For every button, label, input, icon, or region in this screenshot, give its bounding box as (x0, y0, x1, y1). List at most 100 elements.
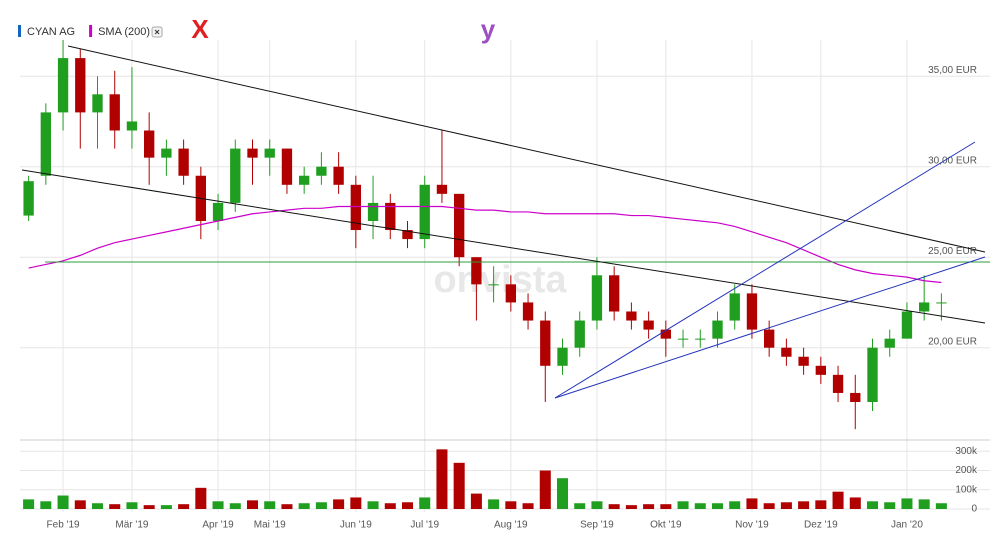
candle-body (230, 148, 241, 203)
x-tick-label: Apr '19 (202, 520, 234, 531)
legend-swatch (89, 25, 93, 37)
volume-bar (143, 505, 155, 509)
candle-body (609, 275, 620, 312)
volume-bar (780, 502, 792, 509)
x-tick-label: Aug '19 (494, 520, 528, 531)
trend-line (21, 169, 986, 324)
volume-bar (436, 449, 448, 509)
volume-bar (109, 504, 121, 509)
candle-body (505, 284, 516, 303)
volume-bar (660, 504, 672, 509)
candle-body (385, 202, 396, 231)
x-tick-label: Dez '19 (804, 520, 838, 531)
candle-body (695, 338, 706, 340)
volume-bar (866, 501, 879, 509)
volume-bar (264, 501, 276, 509)
candle-body (677, 338, 689, 340)
x-tick-label: Mär '19 (115, 520, 148, 531)
volume-bar (505, 501, 517, 509)
candle-body (522, 302, 534, 321)
volume-bar (40, 501, 52, 509)
volume-bar (935, 503, 947, 509)
volume-bar (522, 503, 534, 509)
trend-line (554, 141, 976, 399)
volume-bar (298, 503, 310, 509)
y-tick-label: 25,00 EUR (928, 246, 977, 257)
volume-bar (333, 499, 345, 509)
candle-body (729, 293, 740, 321)
volume-bar (281, 504, 293, 509)
volume-bar (746, 498, 758, 509)
candle-body (815, 365, 826, 375)
candle-body (75, 58, 86, 113)
volume-bar (832, 491, 844, 509)
y-tick-label: 35,00 EUR (928, 65, 977, 76)
x-tick-label: Nov '19 (735, 520, 769, 531)
candle-body (247, 148, 258, 158)
candle-body (643, 320, 654, 330)
volume-bar (419, 497, 431, 509)
x-tick-label: Okt '19 (650, 520, 682, 531)
watermark: onvista (433, 259, 567, 301)
candle-body (161, 148, 172, 158)
volume-bar (763, 503, 775, 509)
candle-body (471, 257, 482, 285)
drawings (21, 45, 990, 399)
volume-bar (625, 505, 637, 509)
candle-body (884, 338, 895, 348)
candle-body (281, 148, 293, 185)
x-tick-label: Jun '19 (340, 520, 372, 531)
candle-body (126, 121, 138, 131)
candle-body (712, 320, 723, 339)
candle-body (660, 329, 671, 339)
candle-body (350, 184, 361, 231)
volume-bar (556, 478, 569, 509)
candle-body (626, 311, 637, 321)
candle-body (212, 202, 224, 221)
legend-swatch (18, 25, 21, 37)
candle-body (367, 202, 379, 221)
volume-bar (608, 504, 620, 509)
candle-body (936, 302, 947, 304)
volume-bar (367, 501, 379, 509)
volume-bar (315, 502, 327, 509)
candle-body (264, 148, 275, 158)
legend-label: CYAN AG (27, 26, 75, 38)
annotation: X (191, 14, 209, 44)
legend-label: SMA (200) (98, 26, 150, 38)
y-tick-label: 30,00 EUR (928, 155, 977, 166)
trend-line (67, 45, 986, 253)
candle-body (299, 175, 310, 185)
candle-body (901, 311, 913, 339)
candle-body (557, 347, 568, 366)
candle-body (57, 58, 69, 113)
volume-bar (470, 493, 482, 509)
candle-body (798, 356, 809, 366)
volume-bar (884, 502, 896, 509)
legend: CYAN AG SMA (200) (18, 25, 163, 38)
candle-body (40, 112, 51, 176)
volume-bar (74, 500, 86, 509)
x-tick-label: Sep '19 (580, 520, 614, 531)
candle-body (764, 329, 775, 348)
candle-body (488, 284, 499, 286)
x-tick-label: Feb '19 (47, 520, 80, 531)
candle-body (746, 293, 758, 330)
volume-bar (212, 501, 224, 509)
volume-bar (453, 462, 465, 509)
volume-bar (539, 470, 551, 509)
volume-bar (384, 503, 396, 509)
candle-body (781, 347, 792, 357)
y-tick-label: 20,00 EUR (928, 336, 977, 347)
candle-body (92, 94, 103, 113)
volume-bar (849, 497, 861, 509)
candle-body (574, 320, 585, 348)
grid: 20,00 EUR 25,00 EUR 30,00 EUR 35,00 EUR 0 100… (20, 40, 990, 531)
candle-body (454, 193, 465, 258)
candle-body (867, 347, 878, 402)
volume-tick-label: 300k (955, 446, 978, 457)
volume-tick-label: 0 (971, 504, 977, 515)
volume-bar (160, 505, 172, 509)
candle-body (333, 166, 344, 185)
